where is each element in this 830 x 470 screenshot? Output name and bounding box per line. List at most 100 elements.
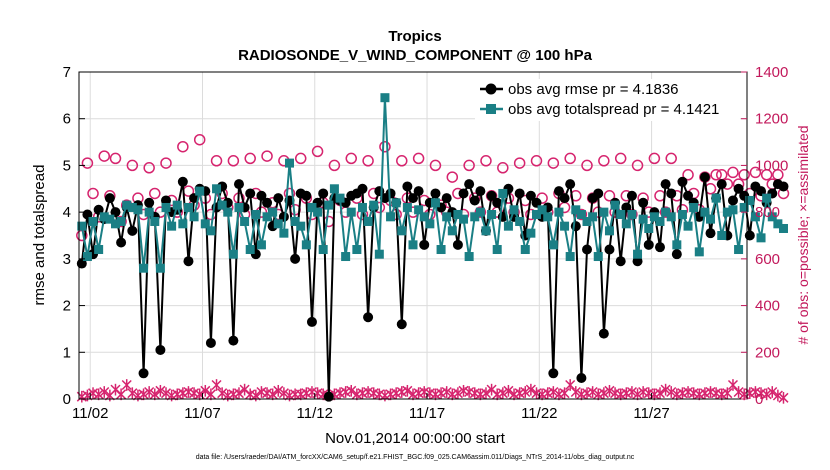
possible-point (345, 152, 358, 165)
spread-point (307, 202, 317, 212)
spread-point (217, 200, 227, 210)
assimilated-point (441, 386, 452, 398)
rmse-point (553, 186, 564, 197)
possible-point (379, 140, 391, 153)
spread-point (144, 207, 154, 217)
assimilated-point (267, 388, 278, 401)
spread-point (363, 216, 373, 226)
possible-point (749, 166, 762, 179)
spread-point (762, 193, 772, 203)
spread-point (610, 200, 620, 210)
spread-point (223, 207, 233, 217)
rmse-point (189, 193, 200, 204)
spread-point (683, 221, 693, 231)
possible-point (513, 157, 526, 169)
assimilated-point (144, 386, 155, 398)
rmse-point (396, 319, 407, 330)
spread-point (492, 245, 502, 255)
rmse-point (486, 190, 497, 201)
spread-point (700, 207, 710, 217)
spread-point (582, 216, 592, 226)
rmse-point (177, 176, 188, 187)
rmse-point (531, 197, 542, 208)
assimilated-point (733, 386, 744, 398)
rmse-point (155, 344, 166, 355)
spread-point (576, 209, 586, 219)
possible-point (244, 152, 256, 165)
spread-point (110, 219, 120, 229)
spread-point (453, 209, 463, 219)
spread-point (649, 212, 659, 222)
possible-point (193, 133, 206, 146)
assimilated-point (160, 387, 172, 400)
rmse-point (290, 253, 301, 264)
spread-point (240, 216, 250, 226)
possible-point (682, 169, 694, 181)
spread-point (706, 214, 716, 224)
spread-point (318, 245, 328, 255)
rmse-point (205, 337, 216, 348)
possible-point (328, 159, 341, 172)
possible-point (177, 140, 189, 153)
rmse-point (621, 202, 632, 213)
spread-point (520, 245, 530, 255)
assimilated-point (205, 388, 216, 401)
spread-point (414, 205, 424, 215)
possible-point (760, 169, 773, 181)
spread-point (268, 207, 278, 217)
spread-point (212, 184, 222, 194)
rmse-point (525, 190, 536, 201)
xtick-label: 11/17 (409, 405, 445, 422)
spread-point (543, 212, 553, 222)
spread-point (734, 245, 744, 255)
rmse-point (469, 195, 480, 206)
spread-point (638, 214, 648, 224)
spread-point (728, 205, 738, 215)
footnote: data file: /Users/raeder/DAI/ATM_forcXX/… (196, 454, 635, 461)
assimilated-point (548, 386, 559, 398)
rmse-point (228, 335, 239, 346)
ytick-label-left: 5 (63, 157, 71, 174)
possible-point (160, 157, 172, 169)
assimilated-point (155, 384, 166, 397)
spread-point (666, 212, 676, 222)
possible-point (480, 155, 492, 167)
rmse-point (110, 207, 121, 218)
possible-point (474, 206, 487, 218)
rmse-point (699, 172, 710, 183)
spread-point (672, 240, 682, 250)
legend-label-rmse: obs avg rmse pr = 4.1836 (508, 81, 679, 98)
possible-point (575, 208, 588, 221)
spread-point (397, 226, 407, 236)
plot-frame (78, 71, 748, 400)
spread-point (116, 216, 126, 226)
grid (79, 71, 747, 400)
ticks: 0 1 2 3 4 5 6 7 0 200 400 600 800 1000 1200 1400 11/02 11… (63, 64, 789, 422)
spread-point (475, 207, 485, 217)
assimilated-point (121, 379, 132, 391)
assimilated-point (503, 384, 514, 397)
possible-point (126, 159, 139, 172)
spread-point (655, 216, 665, 226)
spread-point (357, 202, 367, 212)
possible-point (143, 162, 155, 174)
spread-point (481, 226, 491, 236)
possible-point (564, 152, 576, 165)
rmse-point (245, 188, 256, 199)
assimilated-point (290, 388, 301, 401)
y-axis-right-label: # of obs: o=possible; ×=assimilated (795, 125, 811, 344)
legend: obs avg rmse pr = 4.1836 obs avg totalsp… (475, 79, 740, 121)
rmse-point (683, 190, 694, 201)
spread-point (677, 209, 687, 219)
possible-point (738, 169, 750, 181)
spread-point (588, 212, 598, 222)
rmse-point (716, 179, 727, 190)
assimilated-point (149, 388, 160, 401)
rmse-point (464, 179, 475, 190)
possible-point (109, 152, 122, 165)
rmse-point (357, 183, 368, 194)
assimilated-point (666, 386, 677, 398)
spread-point (195, 186, 205, 196)
assimilated-point (116, 388, 127, 401)
spread-point (346, 207, 356, 217)
